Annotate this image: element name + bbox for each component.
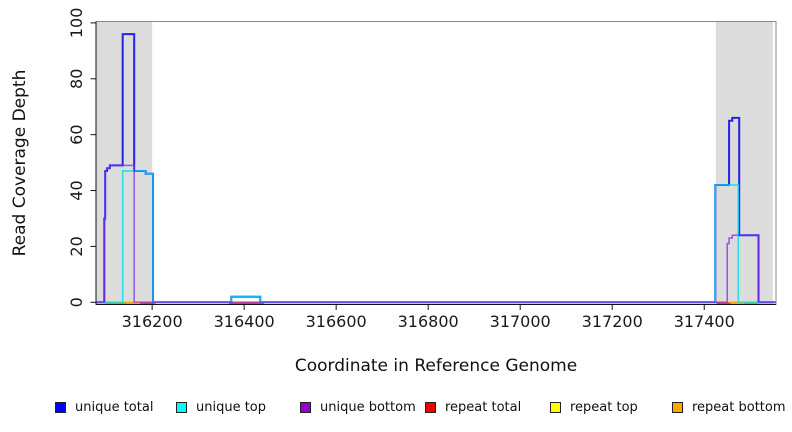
legend-item-unique-total: unique total: [55, 397, 153, 417]
legend-swatch-repeat-bottom: [672, 401, 683, 413]
legend-item-unique-top: unique top: [176, 397, 266, 417]
series-line-unique-total: [96, 33, 776, 304]
y-axis-title: Read Coverage Depth: [10, 69, 30, 257]
legend-swatch-unique-total: [55, 401, 66, 413]
series-line-unique-bottom: [96, 164, 776, 304]
x-axis-title: Coordinate in Reference Genome: [294, 356, 578, 376]
y-tick-label: 20: [67, 236, 86, 256]
legend-label: unique top: [196, 399, 267, 415]
x-tick-label: 316800: [398, 312, 459, 331]
highlight-band-1: [715, 21, 773, 305]
legend-label: unique bottom: [320, 399, 416, 415]
legend-swatch-unique-bottom: [300, 401, 311, 413]
y-tick-label: 40: [67, 180, 86, 200]
legend-item-repeat-total: repeat total: [425, 397, 521, 417]
legend-label: repeat total: [445, 399, 522, 415]
y-tick-label: 60: [67, 124, 86, 144]
y-tick-label: 0: [67, 297, 86, 307]
legend: unique total unique top unique bottom re…: [0, 397, 792, 417]
legend-swatch-unique-top: [176, 401, 187, 413]
legend-item-unique-bottom: unique bottom: [300, 397, 416, 417]
x-tick-label: 316200: [122, 312, 183, 331]
x-tick-label: 316400: [214, 312, 275, 331]
legend-swatch-repeat-top: [550, 401, 561, 413]
x-tick-label: 317200: [582, 312, 643, 331]
legend-swatch-repeat-total: [425, 401, 436, 413]
legend-item-repeat-bottom: repeat bottom: [672, 397, 786, 417]
x-tick-label: 317000: [490, 312, 551, 331]
y-tick-label: 80: [67, 69, 86, 89]
legend-label: repeat bottom: [692, 399, 786, 415]
x-tick-label: 316600: [306, 312, 367, 331]
legend-item-repeat-top: repeat top: [550, 397, 638, 417]
highlight-band-0: [96, 21, 153, 305]
legend-label: unique total: [75, 399, 154, 415]
x-tick-label: 317400: [674, 312, 735, 331]
legend-label: repeat top: [570, 399, 638, 415]
plot-box: [95, 21, 777, 305]
y-tick-label: 100: [67, 8, 86, 39]
series-line-unique-top: [96, 170, 776, 304]
